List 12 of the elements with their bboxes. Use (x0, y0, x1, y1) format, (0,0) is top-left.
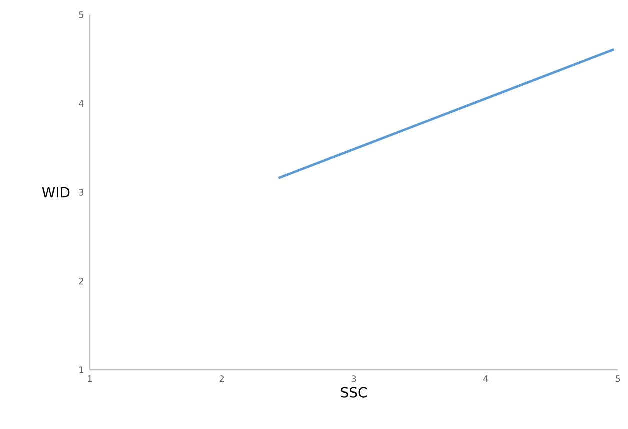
y-tick-label: 2 (79, 278, 84, 285)
x-axis-title: SSC (341, 387, 367, 398)
y-tick-label: 5 (79, 12, 84, 18)
x-tick-label: 3 (352, 376, 356, 382)
y-tick-label: 3 (79, 189, 84, 196)
y-axis-title: WID (42, 187, 70, 198)
x-tick-label: 2 (220, 376, 224, 382)
x-tick-label: 1 (88, 376, 92, 382)
x-tick-label: 5 (616, 376, 620, 382)
y-tick-label: 4 (79, 100, 84, 108)
x-tick-label: 4 (484, 376, 488, 382)
y-tick-label: 1 (80, 366, 84, 374)
